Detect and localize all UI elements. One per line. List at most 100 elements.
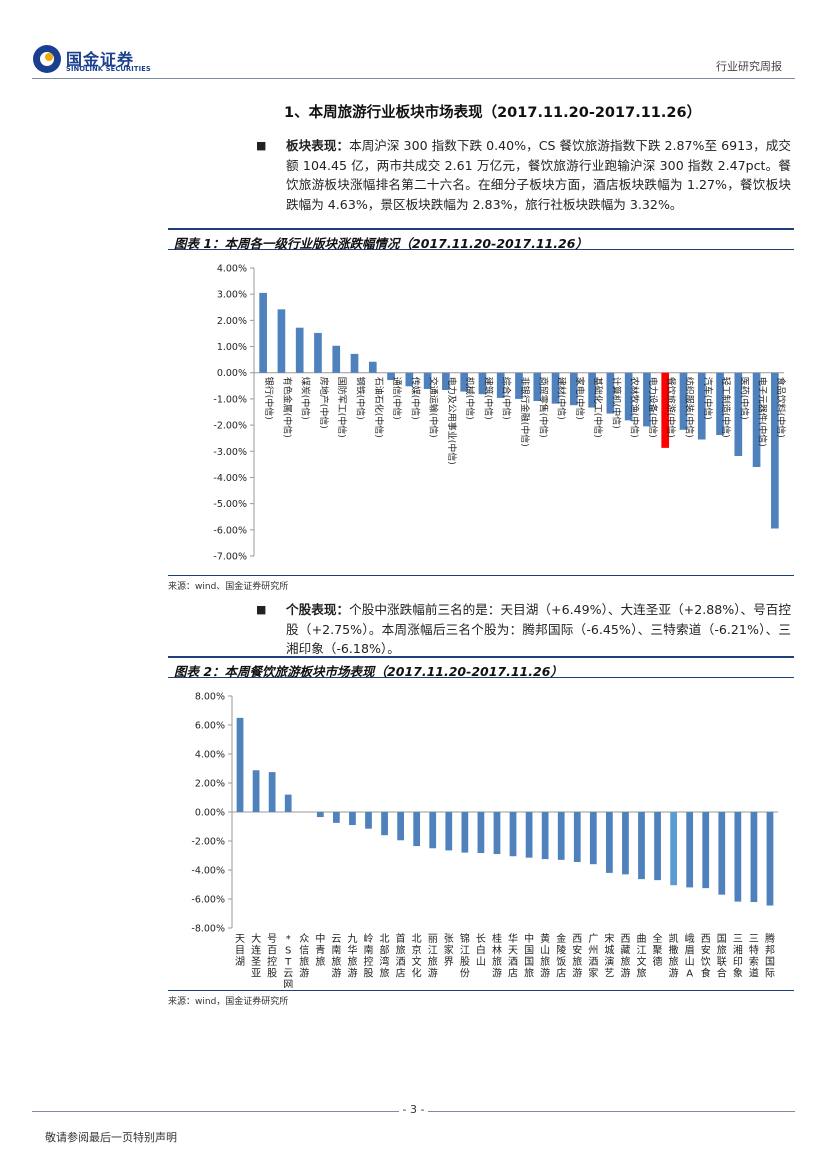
- bar: [349, 812, 356, 826]
- category-label: 纺织服装(中信): [683, 377, 695, 438]
- bar: [493, 812, 501, 855]
- category-label: 建材(中信): [556, 377, 568, 420]
- category-label: 医药(中信): [738, 377, 750, 420]
- bar: [515, 372, 523, 399]
- category-label: 交通运输(中信): [428, 377, 440, 438]
- bar: [429, 812, 437, 849]
- category-label: 岭南控股: [364, 932, 374, 980]
- y-tick-label: 2.00%: [195, 779, 225, 790]
- category-label: 中青旅: [315, 932, 325, 968]
- bar: [670, 812, 677, 886]
- bar: [442, 372, 450, 391]
- bar: [423, 372, 432, 389]
- category-label: 首旅酒店: [396, 932, 406, 980]
- sinolink-logo-icon: [33, 45, 61, 73]
- bar: [702, 812, 710, 889]
- page-number-wrap: - 3 -: [0, 1103, 827, 1116]
- bar: [413, 812, 421, 847]
- bar: [573, 812, 581, 863]
- y-tick-label: -2.00%: [191, 837, 225, 848]
- bar: [716, 372, 724, 436]
- bar: [387, 372, 395, 381]
- y-tick-label: -5.00%: [213, 499, 247, 510]
- y-tick-label: 0.00%: [195, 808, 225, 819]
- bar: [541, 812, 549, 860]
- category-label: 有色金属(中信): [281, 377, 293, 438]
- category-label: 大连圣亚: [251, 932, 261, 980]
- y-tick-label: 1.00%: [217, 342, 247, 353]
- disclaimer-note: 敬请参阅最后一页特别声明: [45, 1131, 177, 1144]
- y-tick-label: -1.00%: [213, 394, 247, 405]
- category-label: 餐饮旅游(中信): [665, 377, 677, 438]
- category-label: 银行(中信): [263, 377, 275, 420]
- category-label: 曲江文旅: [637, 933, 647, 980]
- category-label: 西安旅游: [572, 934, 582, 980]
- category-label: 锦江股份: [460, 932, 470, 980]
- category-label: 宋城演艺: [604, 932, 614, 980]
- figure-1-title: 图表 1：本周各一级行业版块涨跌幅情况（2017.11.20-2017.11.2…: [168, 228, 794, 251]
- y-tick-label: 6.00%: [195, 721, 225, 732]
- bar: [766, 812, 774, 906]
- bar: [477, 812, 485, 854]
- bar: [638, 812, 645, 880]
- y-tick-label: 0.00%: [217, 368, 247, 379]
- category-label: 国防军工(中信): [336, 377, 348, 438]
- category-label: 中国国旅: [524, 932, 534, 980]
- y-tick-label: -3.00%: [213, 447, 247, 458]
- bar: [445, 812, 453, 851]
- category-label: 煤炭(中信): [300, 377, 312, 420]
- catering-tourism-stock-chart: 8.00% 6.00% 4.00% 2.00% 0.00% -2.00% -4.00% -6.…: [191, 692, 778, 988]
- figure-1-bottom-rule: [168, 575, 794, 576]
- category-label: 传媒(中信): [409, 377, 421, 420]
- category-label: 腾邦国际: [765, 932, 775, 980]
- category-label: 电力及公用事业(中信): [446, 377, 458, 465]
- category-label: 轻工制造(中信): [720, 377, 732, 438]
- bar: [350, 353, 359, 373]
- paragraph-text: 本周沪深 300 指数下跌 0.40%，CS 餐饮旅游指数下跌 2.87%至 6…: [286, 138, 792, 212]
- category-label: 九华旅游: [347, 933, 357, 980]
- logo-english-name: SINOLINK SECURITIES: [66, 65, 151, 73]
- bar: [588, 372, 596, 408]
- bar: [569, 372, 578, 406]
- section-title: 1、本周旅游行业板块市场表现（2017.11.20-2017.11.26）: [284, 105, 702, 121]
- bar: [314, 332, 322, 373]
- category-label: 家电(中信): [574, 377, 586, 420]
- bar: [686, 812, 694, 888]
- bar: [365, 812, 372, 829]
- category-label: 农林牧渔(中信): [629, 377, 641, 438]
- category-label: 房地产(中信): [318, 377, 330, 429]
- category-label: 峨眉山 A: [685, 933, 695, 980]
- category-label: 商贸零售(中信): [537, 377, 549, 438]
- report-type: 行业研究周报: [716, 60, 782, 73]
- category-label: * S T 云网: [283, 934, 293, 988]
- category-label: 机械(中信): [464, 377, 476, 420]
- bar: [697, 372, 706, 440]
- category-label: 通信(中信): [391, 377, 403, 420]
- bar: [654, 812, 661, 881]
- figure-2-title: 图表 2：本周餐饮旅游板块市场表现（2017.11.20-2017.11.26）: [168, 656, 794, 679]
- bullet-icon: ■: [256, 603, 267, 616]
- bullet-icon: ■: [256, 139, 267, 152]
- category-label: 张家界: [444, 933, 454, 968]
- category-label: 金陵饭店: [556, 932, 566, 980]
- y-tick-label: -6.00%: [213, 525, 247, 536]
- category-label: 电力设备(中信): [647, 377, 659, 438]
- category-label: 黄山旅游: [540, 932, 550, 980]
- category-label: 国旅联合: [717, 933, 727, 980]
- category-label: 三湘印象: [733, 934, 743, 980]
- category-label: 北京文化: [412, 933, 422, 980]
- bar: [259, 292, 267, 373]
- y-tick-label: -8.00%: [191, 924, 225, 935]
- category-label: 桂林旅游: [492, 932, 502, 980]
- category-label: 食品饮料(中信): [775, 377, 787, 438]
- bar: [405, 372, 414, 387]
- bar: [750, 812, 758, 903]
- category-label: 非银行金融(中信): [519, 377, 531, 447]
- bar: [643, 372, 651, 427]
- y-tick-label: -2.00%: [213, 421, 247, 432]
- header-divider: [32, 78, 795, 79]
- bar: [284, 794, 292, 812]
- category-label: 凯撒旅游: [669, 932, 679, 980]
- bar: [252, 770, 260, 812]
- y-tick-label: -4.00%: [213, 473, 247, 484]
